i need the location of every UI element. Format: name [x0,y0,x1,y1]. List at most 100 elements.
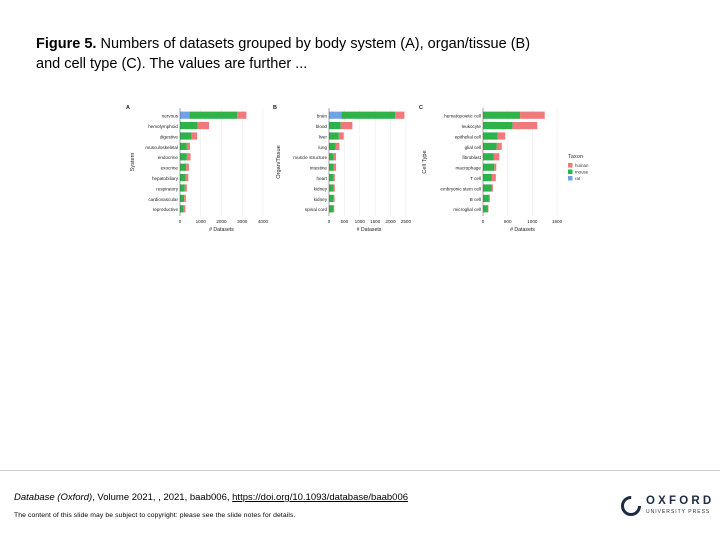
category-label: blood [316,124,328,129]
bar-human [186,163,189,171]
panel-label: A [126,105,130,111]
category-label: leukocyte [462,124,482,129]
x-tick-label: 2000 [216,219,227,224]
category-label: muscle structure [293,155,327,160]
bar-human [184,184,187,192]
category-label: brain [317,114,328,119]
citation: Database (Oxford), Volume 2021, , 2021, … [14,492,408,503]
doi-link[interactable]: https://doi.org/10.1093/database/baab006 [232,492,409,503]
bar-mouse [483,142,497,150]
bar-human [184,194,186,202]
category-label: kidney [314,197,328,202]
bar-human [493,153,500,161]
x-tick-label: 1000 [527,219,538,224]
bar-mouse [483,184,492,192]
bar-human [197,122,210,130]
x-tick-label: 4000 [258,219,269,224]
category-label: glial cell [465,145,481,150]
logo-wordmark: OXFORD [646,495,715,507]
figure-charts: nervous hemolymphoid digestive musculoskele… [126,105,589,233]
x-tick-label: 0 [179,219,182,224]
footer-divider [0,470,720,471]
bar-mouse [180,184,185,192]
bar-human [395,111,405,119]
category-label: embryonic stem cell [440,186,481,191]
bar-human [494,163,497,171]
panel-label: B [273,105,277,111]
bar-mouse [329,142,336,150]
bar-human [333,184,335,192]
bar-mouse [180,174,186,182]
oxford-emblem-icon [621,496,641,516]
bar-mouse [329,153,334,161]
legend-swatch-rat [568,176,573,181]
category-label: hepatobiliary [152,176,179,181]
bar-human [491,174,496,182]
category-label: kidney [314,186,328,191]
bar-human [333,163,337,171]
bar-human [237,111,247,119]
category-label: digestive [160,134,179,139]
category-label: liver [319,134,328,139]
bar-human [520,111,545,119]
logo-subtitle: UNIVERSITY PRESS [646,509,711,515]
x-tick-label: 2500 [401,219,412,224]
bar-human [488,194,490,202]
figure-caption: Figure 5. Numbers of datasets grouped by… [36,34,556,74]
bar-human [340,122,353,130]
category-label: T cell [470,176,481,181]
bar-mouse [180,132,192,140]
bar-human [497,132,506,140]
category-label: epithelial cell [455,134,481,139]
x-tick-label: 1000 [196,219,207,224]
bar-mouse [329,174,334,182]
oxford-logo: OXFORD UNIVERSITY PRESS [620,494,711,520]
bar-mouse [329,184,334,192]
caption-text: Numbers of datasets grouped by body syst… [36,36,531,72]
bar-human [333,205,335,213]
bar-mouse [329,122,341,130]
legend-label-human: human [575,163,589,168]
bar-mouse [329,132,339,140]
bar-mouse [483,194,489,202]
category-label: microglial cell [453,207,481,212]
legend-swatch-human [568,163,573,168]
y-axis-label: Cell Type [422,150,428,173]
category-label: hemolymphoid [148,124,178,129]
category-label: B cell [470,197,481,202]
bar-mouse [180,122,198,130]
category-label: heart [317,176,328,181]
category-label: hematopoietic cell [444,114,481,119]
bar-rat [180,111,190,119]
bar-mouse [180,205,184,213]
bar-human [333,174,335,182]
copyright-notice: The content of this slide may be subject… [14,512,296,519]
legend-swatch-mouse [568,169,573,174]
category-label: lung [318,145,327,150]
x-tick-label: 0 [482,219,485,224]
bar-mouse [483,132,498,140]
x-tick-label: 500 [504,219,512,224]
bar-mouse [483,163,495,171]
bar-mouse [483,153,494,161]
journal-name: Database (Oxford) [14,492,93,503]
bar-human [183,205,186,213]
bar-mouse [180,194,185,202]
bar-mouse [189,111,238,119]
category-label: macrophage [455,166,481,171]
category-label: endocrine [158,155,179,160]
bar-human [496,142,502,150]
x-tick-label: 500 [341,219,349,224]
bar-mouse [180,153,187,161]
bar-mouse [180,163,187,171]
x-axis-label: # Datasets [357,227,382,233]
bar-mouse [483,122,513,130]
y-axis-label: System [130,152,136,171]
category-label: cardiovascular [148,197,178,202]
legend-label-rat: rat [575,176,581,181]
category-label: reproductive [153,207,179,212]
bar-human [512,122,538,130]
bar-human [333,194,335,202]
bar-human [185,174,189,182]
x-tick-label: 1000 [355,219,366,224]
